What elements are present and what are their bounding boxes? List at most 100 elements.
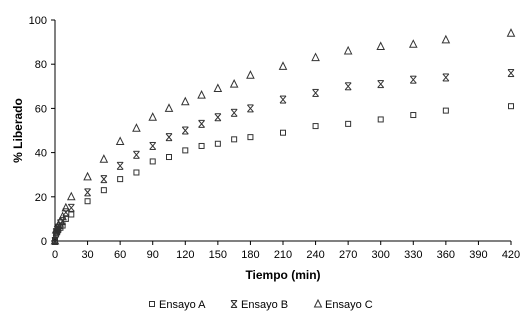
data-point — [148, 112, 158, 121]
x-tick-label: 270 — [339, 249, 357, 261]
x-tick-label: 390 — [469, 249, 487, 261]
legend-item: Ensayo C — [313, 298, 373, 311]
legend: Ensayo A Ensayo B Ensayo C — [149, 298, 373, 311]
legend-label: Ensayo C — [325, 299, 373, 311]
tick-labels: 0 20 40 60 80 100 0 30 60 90 120 150 180 210 240 270 300… — [29, 15, 520, 261]
legend-marker — [149, 301, 155, 307]
data-markers — [50, 28, 516, 245]
data-point — [61, 202, 71, 212]
y-tick-label: 60 — [35, 103, 47, 115]
data-point — [84, 198, 91, 205]
data-point — [311, 52, 320, 62]
legend-label: Ensayo B — [241, 299, 288, 311]
x-tick-label: 30 — [81, 249, 93, 261]
y-tick-label: 100 — [29, 15, 47, 27]
data-point — [133, 150, 140, 159]
data-point — [229, 78, 239, 88]
data-point — [247, 104, 254, 113]
data-point — [83, 171, 92, 181]
data-point — [165, 133, 173, 142]
data-point — [214, 113, 222, 122]
series-ensayo-a — [52, 103, 514, 244]
data-point — [166, 154, 172, 161]
legend-marker — [313, 298, 323, 308]
data-point — [50, 235, 60, 245]
x-tick-label: 180 — [241, 249, 259, 261]
data-point — [197, 90, 206, 99]
data-point — [280, 129, 286, 136]
data-point — [181, 126, 189, 135]
data-point — [99, 154, 109, 163]
x-tick-label: 210 — [274, 249, 292, 261]
data-point — [231, 136, 238, 143]
x-tick-label: 420 — [502, 249, 520, 261]
data-point — [182, 147, 189, 154]
data-point — [53, 220, 63, 230]
data-point — [345, 120, 352, 127]
x-tick-label: 300 — [372, 249, 390, 261]
data-point — [100, 187, 107, 194]
data-point — [508, 103, 514, 110]
data-point — [343, 45, 353, 55]
data-point — [149, 158, 156, 165]
data-point — [506, 28, 516, 37]
series-ensayo-b — [51, 69, 515, 245]
data-point — [214, 140, 221, 147]
y-tick-label: 40 — [35, 148, 47, 160]
data-point — [230, 108, 238, 117]
x-tick-label: 0 — [52, 249, 58, 261]
data-point — [442, 73, 450, 82]
data-point — [376, 41, 386, 51]
data-point — [58, 211, 67, 221]
legend-item: Ensayo B — [230, 299, 288, 311]
data-point — [377, 116, 384, 123]
x-tick-label: 330 — [404, 249, 422, 261]
data-point — [279, 95, 287, 104]
data-point — [117, 176, 124, 183]
y-tick-label: 80 — [35, 59, 47, 71]
x-tick-label: 150 — [209, 249, 227, 261]
data-point — [116, 161, 124, 170]
data-point — [198, 142, 205, 149]
x-tick-label: 60 — [114, 249, 126, 261]
data-point — [180, 96, 190, 106]
x-tick-label: 120 — [176, 249, 194, 261]
y-tick-label: 0 — [41, 236, 47, 248]
data-point — [132, 123, 141, 132]
data-point — [68, 211, 75, 218]
data-point — [247, 134, 254, 141]
legend-item: Ensayo A — [149, 299, 206, 311]
data-point — [62, 215, 69, 222]
series-ensayo-c — [50, 28, 516, 245]
data-point — [164, 103, 174, 112]
tick-marks — [51, 19, 512, 245]
data-point — [312, 123, 319, 130]
data-point — [246, 70, 255, 79]
data-point — [344, 82, 352, 91]
data-point — [377, 80, 385, 89]
data-point — [408, 39, 418, 48]
data-point — [198, 119, 205, 128]
data-point — [441, 34, 451, 44]
data-point — [507, 69, 515, 78]
data-point — [100, 175, 108, 184]
y-axis-title: % Liberado — [11, 98, 25, 163]
data-point — [149, 141, 157, 150]
data-point — [133, 169, 140, 176]
x-tick-label: 240 — [306, 249, 324, 261]
data-point — [278, 61, 288, 70]
legend-label: Ensayo A — [159, 299, 206, 311]
data-point — [66, 191, 76, 201]
data-point — [409, 75, 417, 84]
x-tick-label: 360 — [437, 249, 455, 261]
x-axis-title: Tiempo (min) — [245, 268, 320, 282]
data-point — [442, 107, 449, 114]
data-point — [410, 112, 417, 119]
data-point — [84, 188, 91, 197]
data-point — [56, 215, 65, 225]
data-point — [213, 83, 223, 93]
data-point — [312, 88, 319, 97]
y-tick-label: 20 — [35, 192, 47, 204]
x-tick-label: 90 — [147, 249, 159, 261]
